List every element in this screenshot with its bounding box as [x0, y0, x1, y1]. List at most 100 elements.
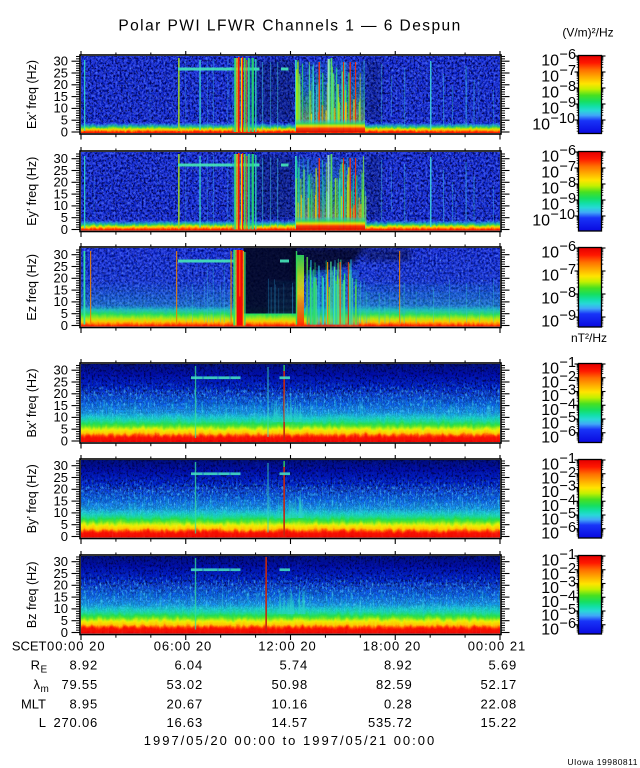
- svg-text:20: 20: [54, 175, 68, 190]
- svg-text:−7: −7: [560, 262, 577, 278]
- svg-text:00:00 20: 00:00 20: [47, 639, 106, 654]
- svg-text:10: 10: [54, 505, 68, 520]
- svg-text:10: 10: [541, 85, 559, 102]
- svg-text:Polar PWI LFWR Channels 1 — 6: Polar PWI LFWR Channels 1 — 6 Despun: [118, 18, 461, 35]
- svg-text:15: 15: [54, 89, 68, 104]
- svg-text:10: 10: [541, 416, 559, 433]
- svg-text:5.74: 5.74: [279, 658, 308, 673]
- svg-text:5: 5: [61, 422, 68, 437]
- svg-text:20: 20: [54, 482, 68, 497]
- svg-text:10: 10: [541, 388, 559, 405]
- svg-text:25: 25: [54, 566, 68, 581]
- svg-text:5: 5: [61, 613, 68, 628]
- svg-text:10: 10: [541, 314, 559, 331]
- svg-text:535.72: 535.72: [368, 715, 413, 730]
- svg-text:10: 10: [541, 361, 559, 378]
- svg-text:−6: −6: [560, 424, 577, 440]
- svg-text:λ: λ: [34, 677, 41, 692]
- svg-text:0: 0: [61, 625, 68, 640]
- svg-text:Ez freq (Hz): Ez freq (Hz): [25, 254, 39, 321]
- svg-text:−6: −6: [560, 239, 577, 255]
- svg-text:−2: −2: [560, 369, 577, 385]
- svg-text:10: 10: [541, 245, 559, 262]
- svg-text:−5: −5: [560, 506, 577, 522]
- svg-text:E: E: [41, 665, 48, 676]
- svg-text:−5: −5: [560, 410, 577, 426]
- svg-text:Ey’ freq (Hz): Ey’ freq (Hz): [25, 157, 39, 226]
- svg-text:30: 30: [54, 363, 68, 378]
- svg-text:8.92: 8.92: [384, 658, 413, 673]
- svg-text:MLT: MLT: [21, 697, 46, 712]
- svg-text:−4: −4: [560, 588, 577, 604]
- svg-text:10: 10: [541, 498, 559, 515]
- svg-text:10: 10: [532, 117, 550, 134]
- svg-text:30: 30: [54, 54, 68, 69]
- svg-text:10: 10: [541, 101, 559, 118]
- svg-text:−1: −1: [560, 547, 577, 563]
- svg-text:15: 15: [54, 493, 68, 508]
- svg-text:10: 10: [541, 165, 559, 182]
- svg-text:−8: −8: [560, 285, 577, 301]
- svg-text:−8: −8: [560, 79, 577, 95]
- svg-text:10: 10: [541, 374, 559, 391]
- svg-text:m: m: [41, 684, 49, 695]
- svg-text:SCET: SCET: [12, 639, 47, 654]
- svg-text:10: 10: [541, 457, 559, 474]
- svg-text:25: 25: [54, 470, 68, 485]
- svg-text:10: 10: [541, 402, 559, 419]
- svg-text:−2: −2: [560, 465, 577, 481]
- svg-text:10: 10: [541, 53, 559, 70]
- svg-text:5: 5: [61, 113, 68, 128]
- svg-text:50.98: 50.98: [271, 677, 308, 692]
- svg-text:20: 20: [54, 77, 68, 92]
- svg-text:L: L: [39, 715, 46, 730]
- svg-text:−7: −7: [560, 63, 577, 79]
- svg-text:10: 10: [54, 410, 68, 425]
- svg-text:0: 0: [61, 529, 68, 544]
- svg-text:10: 10: [541, 594, 559, 611]
- svg-text:10: 10: [541, 553, 559, 570]
- svg-text:−9: −9: [560, 308, 577, 324]
- svg-text:−6: −6: [560, 143, 577, 159]
- svg-text:25: 25: [54, 65, 68, 80]
- svg-text:10: 10: [54, 101, 68, 116]
- svg-text:10: 10: [541, 621, 559, 638]
- svg-text:22.08: 22.08: [480, 697, 517, 712]
- svg-text:−1: −1: [560, 451, 577, 467]
- svg-text:18:00 20: 18:00 20: [363, 639, 422, 654]
- svg-text:10: 10: [54, 294, 68, 309]
- svg-text:−2: −2: [560, 561, 577, 577]
- svg-text:−6: −6: [560, 520, 577, 536]
- svg-text:10: 10: [541, 484, 559, 501]
- svg-text:6.04: 6.04: [174, 658, 203, 673]
- svg-text:52.17: 52.17: [480, 677, 517, 692]
- svg-text:10: 10: [541, 580, 559, 597]
- svg-text:−8: −8: [560, 175, 577, 191]
- svg-text:0: 0: [61, 433, 68, 448]
- svg-text:53.02: 53.02: [166, 677, 203, 692]
- svg-text:−1: −1: [560, 355, 577, 371]
- svg-text:20: 20: [54, 578, 68, 593]
- svg-text:−6: −6: [560, 616, 577, 632]
- svg-text:16.63: 16.63: [166, 715, 203, 730]
- svg-text:15: 15: [54, 398, 68, 413]
- svg-text:25: 25: [54, 259, 68, 274]
- svg-text:Bx’ freq (Hz): Bx’ freq (Hz): [25, 369, 39, 438]
- svg-text:UIowa 19980811: UIowa 19980811: [567, 757, 638, 767]
- svg-text:10: 10: [54, 198, 68, 213]
- svg-text:−9: −9: [560, 191, 577, 207]
- svg-text:20.67: 20.67: [166, 697, 203, 712]
- svg-text:10: 10: [541, 608, 559, 625]
- svg-text:−9: −9: [560, 95, 577, 111]
- svg-text:15: 15: [54, 282, 68, 297]
- svg-text:1997/05/20 00:00 to 1997/05/21: 1997/05/20 00:00 to 1997/05/21 00:00: [144, 733, 436, 748]
- svg-text:−3: −3: [560, 479, 577, 495]
- svg-text:20: 20: [54, 271, 68, 286]
- svg-text:25: 25: [54, 374, 68, 389]
- svg-text:00:00 21: 00:00 21: [468, 639, 527, 654]
- svg-text:−7: −7: [560, 159, 577, 175]
- svg-text:10: 10: [541, 291, 559, 308]
- svg-text:−4: −4: [560, 396, 577, 412]
- svg-text:79.55: 79.55: [61, 677, 98, 692]
- svg-text:10: 10: [541, 149, 559, 166]
